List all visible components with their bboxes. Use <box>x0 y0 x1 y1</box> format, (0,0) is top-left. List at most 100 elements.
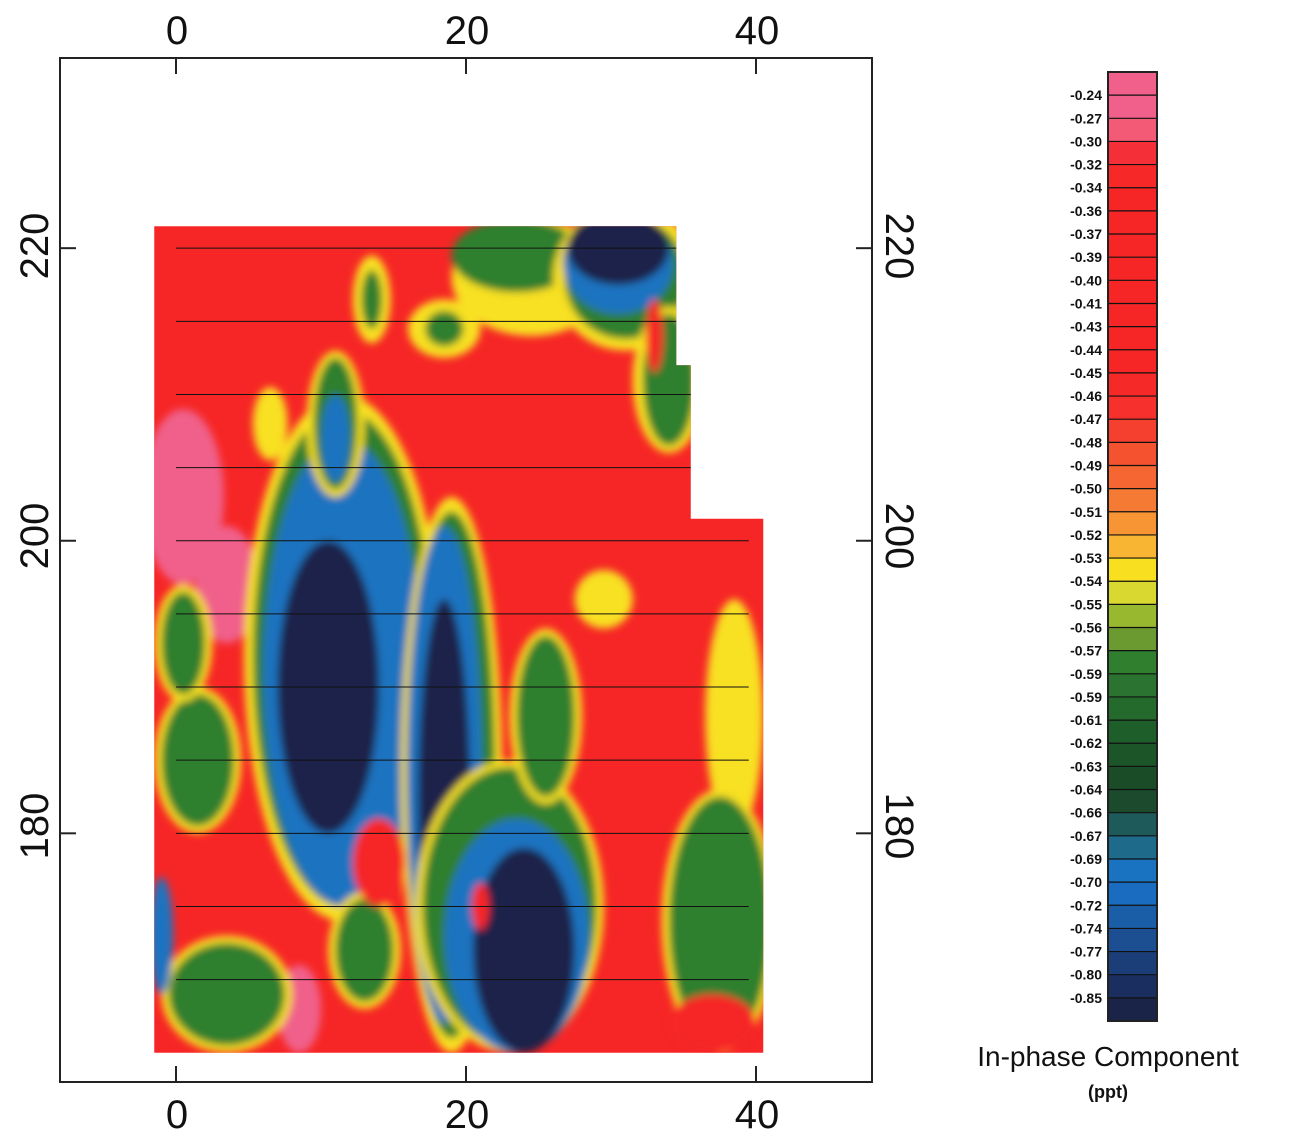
x-axis-top: 0 20 40 <box>166 9 779 53</box>
x-axis-bottom: 0 20 40 <box>166 1093 779 1135</box>
colorbar-swatch <box>1108 72 1157 96</box>
colorbar-swatch <box>1108 951 1157 975</box>
contour-blob-green <box>669 796 764 1046</box>
colorbar-swatch <box>1108 419 1157 443</box>
colorbar-frame <box>1107 71 1158 1022</box>
colorbar-level-label: -0.34 <box>1070 180 1102 196</box>
colorbar-swatch <box>1108 164 1157 188</box>
colorbar-swatch <box>1108 743 1157 767</box>
contour-blob-yellow <box>574 570 633 629</box>
colorbar-level-label: -0.55 <box>1070 596 1102 612</box>
contour-blob-green <box>361 270 382 329</box>
colorbar-swatch <box>1108 396 1157 420</box>
contour-blob-blue <box>321 394 350 483</box>
colorbar-swatch <box>1108 581 1157 605</box>
colorbar-swatch <box>1108 234 1157 258</box>
colorbar-swatch <box>1108 720 1157 744</box>
colorbar-swatch <box>1108 442 1157 466</box>
x-tick-label-bottom-1: 20 <box>445 1093 490 1135</box>
colorbar-swatch <box>1108 187 1157 211</box>
colorbar-level-label: -0.49 <box>1070 457 1102 473</box>
colorbar-level-label: -0.43 <box>1070 319 1102 335</box>
x-tick-label-bottom-0: 0 <box>166 1093 188 1135</box>
contour-blob-green <box>335 899 394 1002</box>
colorbar-level-label: -0.66 <box>1070 805 1102 821</box>
colorbar-level-label: -0.53 <box>1070 550 1102 566</box>
data-field <box>154 226 764 1053</box>
contour-blob-blue <box>154 877 174 995</box>
contour-blob-green <box>516 635 575 797</box>
contour-blob-red <box>645 299 664 373</box>
colorbar-level-label: -0.61 <box>1070 712 1102 728</box>
x-tick-label-bottom-2: 40 <box>735 1093 780 1135</box>
colorbar-swatch <box>1108 349 1157 373</box>
colorbar-swatch <box>1108 95 1157 119</box>
colorbar-swatch <box>1108 997 1157 1021</box>
colorbar-level-label: -0.39 <box>1070 249 1102 265</box>
colorbar-level-label: -0.48 <box>1070 434 1102 450</box>
axis-ticks <box>60 58 872 1082</box>
contour-blob-red <box>352 818 406 907</box>
colorbar-level-label: -0.30 <box>1070 133 1102 149</box>
colorbar-level-label: -0.77 <box>1070 944 1102 960</box>
y-tick-label-left-0: 180 <box>13 793 57 860</box>
colorbar-level-label: -0.45 <box>1070 365 1102 381</box>
colorbar-swatch <box>1108 905 1157 929</box>
colorbar-level-label: -0.59 <box>1070 689 1102 705</box>
colorbar-swatch <box>1108 766 1157 790</box>
contour-blob-green <box>168 943 285 1046</box>
colorbar-level-label: -0.59 <box>1070 666 1102 682</box>
y-tick-label-left-2: 220 <box>13 213 57 280</box>
colorbar-level-label: -0.51 <box>1070 504 1102 520</box>
y-tick-label-left-1: 200 <box>13 503 57 570</box>
colorbar-title: In-phase Component <box>977 1041 1239 1072</box>
survey-lines <box>176 247 749 981</box>
colorbar-swatch <box>1108 789 1157 813</box>
contour-blob-red <box>669 994 756 1053</box>
colorbar-level-label: -0.47 <box>1070 411 1102 427</box>
colorbar-level-label: -0.24 <box>1070 87 1102 103</box>
colorbar-level-label: -0.69 <box>1070 851 1102 867</box>
colorbar-swatch <box>1108 928 1157 952</box>
colorbar-level-label: -0.62 <box>1070 735 1102 751</box>
contour-blob-navy <box>473 847 575 1053</box>
colorbar-swatch <box>1108 326 1157 350</box>
colorbar-swatch <box>1108 257 1157 281</box>
colorbar-swatch <box>1108 604 1157 628</box>
colorbar-level-label: -0.64 <box>1070 782 1102 798</box>
colorbar-swatch <box>1108 974 1157 998</box>
colorbar-swatch <box>1108 280 1157 304</box>
colorbar-level-label: -0.80 <box>1070 967 1102 983</box>
colorbar-level-label: -0.41 <box>1070 295 1102 311</box>
colorbar-level-label: -0.52 <box>1070 527 1102 543</box>
colorbar: -0.24 -0.27 -0.30 -0.32 -0.34 -0.36 -0.37 -0.39… <box>1070 71 1158 1022</box>
colorbar-swatch <box>1108 627 1157 651</box>
colorbar-swatch <box>1108 858 1157 883</box>
colorbar-level-label: -0.27 <box>1070 110 1102 126</box>
colorbar-swatch <box>1108 488 1157 512</box>
colorbar-level-label: -0.36 <box>1070 203 1102 219</box>
contour-blob-green <box>425 311 464 347</box>
colorbar-level-label: -0.67 <box>1070 828 1102 844</box>
contour-blob-green <box>161 591 205 695</box>
colorbar-swatch <box>1108 534 1157 559</box>
colorbar-swatch <box>1108 812 1157 836</box>
colorbar-swatch <box>1108 210 1157 235</box>
colorbar-swatch <box>1108 465 1157 489</box>
contour-blob-green <box>451 226 582 293</box>
colorbar-level-label: -0.54 <box>1070 573 1102 589</box>
x-tick-label-top-0: 0 <box>166 9 188 53</box>
colorbar-unit: (ppt) <box>1088 1082 1128 1102</box>
colorbar-level-label: -0.50 <box>1070 481 1102 497</box>
colorbar-level-label: -0.56 <box>1070 620 1102 636</box>
y-axis-right: 180 200 220 <box>877 213 921 860</box>
colorbar-swatch <box>1108 303 1157 327</box>
colorbar-swatch <box>1108 141 1157 165</box>
colorbar-level-label: -0.37 <box>1070 226 1102 242</box>
colorbar-level-label: -0.74 <box>1070 920 1102 936</box>
colorbar-swatch <box>1108 650 1157 674</box>
colorbar-swatch <box>1108 118 1157 142</box>
colorbar-swatch <box>1108 372 1157 397</box>
colorbar-level-label: -0.32 <box>1070 157 1102 173</box>
